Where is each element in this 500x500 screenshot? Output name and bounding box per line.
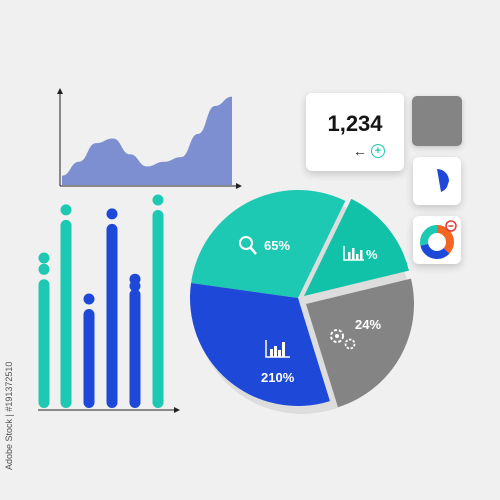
bar-dot xyxy=(38,263,50,275)
bar xyxy=(83,309,95,408)
pie-slice xyxy=(306,278,415,408)
slice-label: 24% xyxy=(355,317,381,332)
kpi-value: 1,234 xyxy=(327,111,383,136)
bar xyxy=(106,223,118,408)
bar-chart xyxy=(38,194,180,413)
pie-slice xyxy=(304,198,409,296)
bar-dot xyxy=(60,204,72,216)
gears-icon xyxy=(330,329,356,350)
x-axis-arrow-icon xyxy=(174,407,180,413)
bar-dot xyxy=(38,252,50,264)
bar xyxy=(152,210,164,408)
bar-dot xyxy=(83,293,95,305)
magnifier-icon xyxy=(239,236,257,255)
bar xyxy=(129,289,141,408)
pie-slice xyxy=(191,189,346,298)
plus-circle-icon[interactable]: + xyxy=(371,144,385,158)
bar-dot xyxy=(152,194,164,206)
donut-icon xyxy=(420,220,457,259)
kpi-card[interactable]: 1,234 ← + xyxy=(306,93,404,171)
quarter-pie-icon xyxy=(437,169,449,192)
slice-label: 210% xyxy=(261,370,295,385)
bar xyxy=(60,219,72,408)
pie-chart: 65%% 24% 210% xyxy=(190,189,415,414)
bar-dot xyxy=(106,208,118,220)
quarter-pie-card[interactable] xyxy=(413,157,461,205)
bar-chart-icon xyxy=(343,246,364,261)
slice-label: 65% xyxy=(264,238,290,253)
area-series xyxy=(62,96,232,185)
pie-slice xyxy=(190,282,330,407)
donut-card[interactable] xyxy=(413,216,461,264)
slice-label: % xyxy=(366,247,378,262)
bar-chart-icon xyxy=(265,340,290,358)
watermark: Adobe Stock | #191372510 xyxy=(4,361,14,470)
gray-tile[interactable] xyxy=(412,96,462,146)
y-axis-arrow-icon xyxy=(57,88,63,94)
area-chart xyxy=(57,88,242,189)
bar-dot xyxy=(129,280,141,292)
bar xyxy=(38,279,50,408)
x-axis-arrow-icon xyxy=(236,183,242,189)
arrow-left-icon: ← xyxy=(353,143,367,159)
